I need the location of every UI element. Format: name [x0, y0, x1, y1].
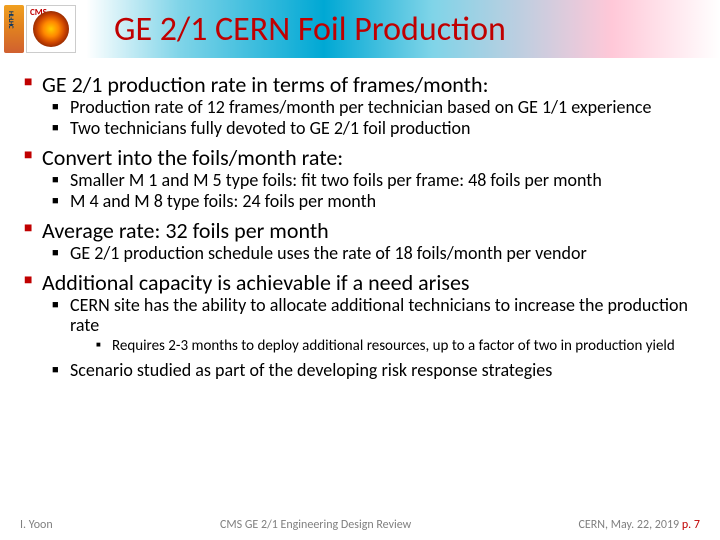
hl-lhc-logo	[4, 5, 24, 53]
bullet-l1: Average rate: 32 foils per month	[24, 218, 696, 243]
bullet-l2: Production rate of 12 frames/month per t…	[52, 98, 696, 118]
bullet-l2: Smaller M 1 and M 5 type foils: fit two …	[52, 171, 696, 191]
footer-date-page: CERN, May. 22, 2019 p. 7	[579, 518, 700, 532]
cms-logo: CMS	[26, 5, 76, 53]
footer-title: CMS GE 2/1 Engineering Design Review	[220, 518, 411, 532]
bullet-l3: Requires 2-3 months to deploy additional…	[96, 338, 696, 355]
bullet-l2: Scenario studied as part of the developi…	[52, 361, 696, 381]
footer-author: I. Yoon	[20, 518, 53, 532]
slide-header: CMS GE 2/1 CERN Foil Production	[0, 0, 720, 58]
slide-title: GE 2/1 CERN Foil Production	[114, 9, 506, 50]
logo-area: CMS	[4, 3, 84, 55]
cms-detector-icon	[33, 11, 69, 47]
bullet-l1: Convert into the foils/month rate:	[24, 145, 696, 170]
bullet-l2: GE 2/1 production schedule uses the rate…	[52, 244, 696, 264]
bullet-l2: M 4 and M 8 type foils: 24 foils per mon…	[52, 192, 696, 212]
footer-date: CERN, May. 22, 2019	[579, 518, 682, 532]
slide-footer: I. Yoon CMS GE 2/1 Engineering Design Re…	[0, 518, 720, 532]
bullet-l1: Additional capacity is achievable if a n…	[24, 270, 696, 295]
bullet-l2: Two technicians fully devoted to GE 2/1 …	[52, 119, 696, 139]
slide-content: GE 2/1 production rate in terms of frame…	[0, 58, 720, 381]
bullet-l1: GE 2/1 production rate in terms of frame…	[24, 72, 696, 97]
bullet-l2: CERN site has the ability to allocate ad…	[52, 296, 696, 336]
footer-page-number: p. 7	[682, 518, 700, 532]
